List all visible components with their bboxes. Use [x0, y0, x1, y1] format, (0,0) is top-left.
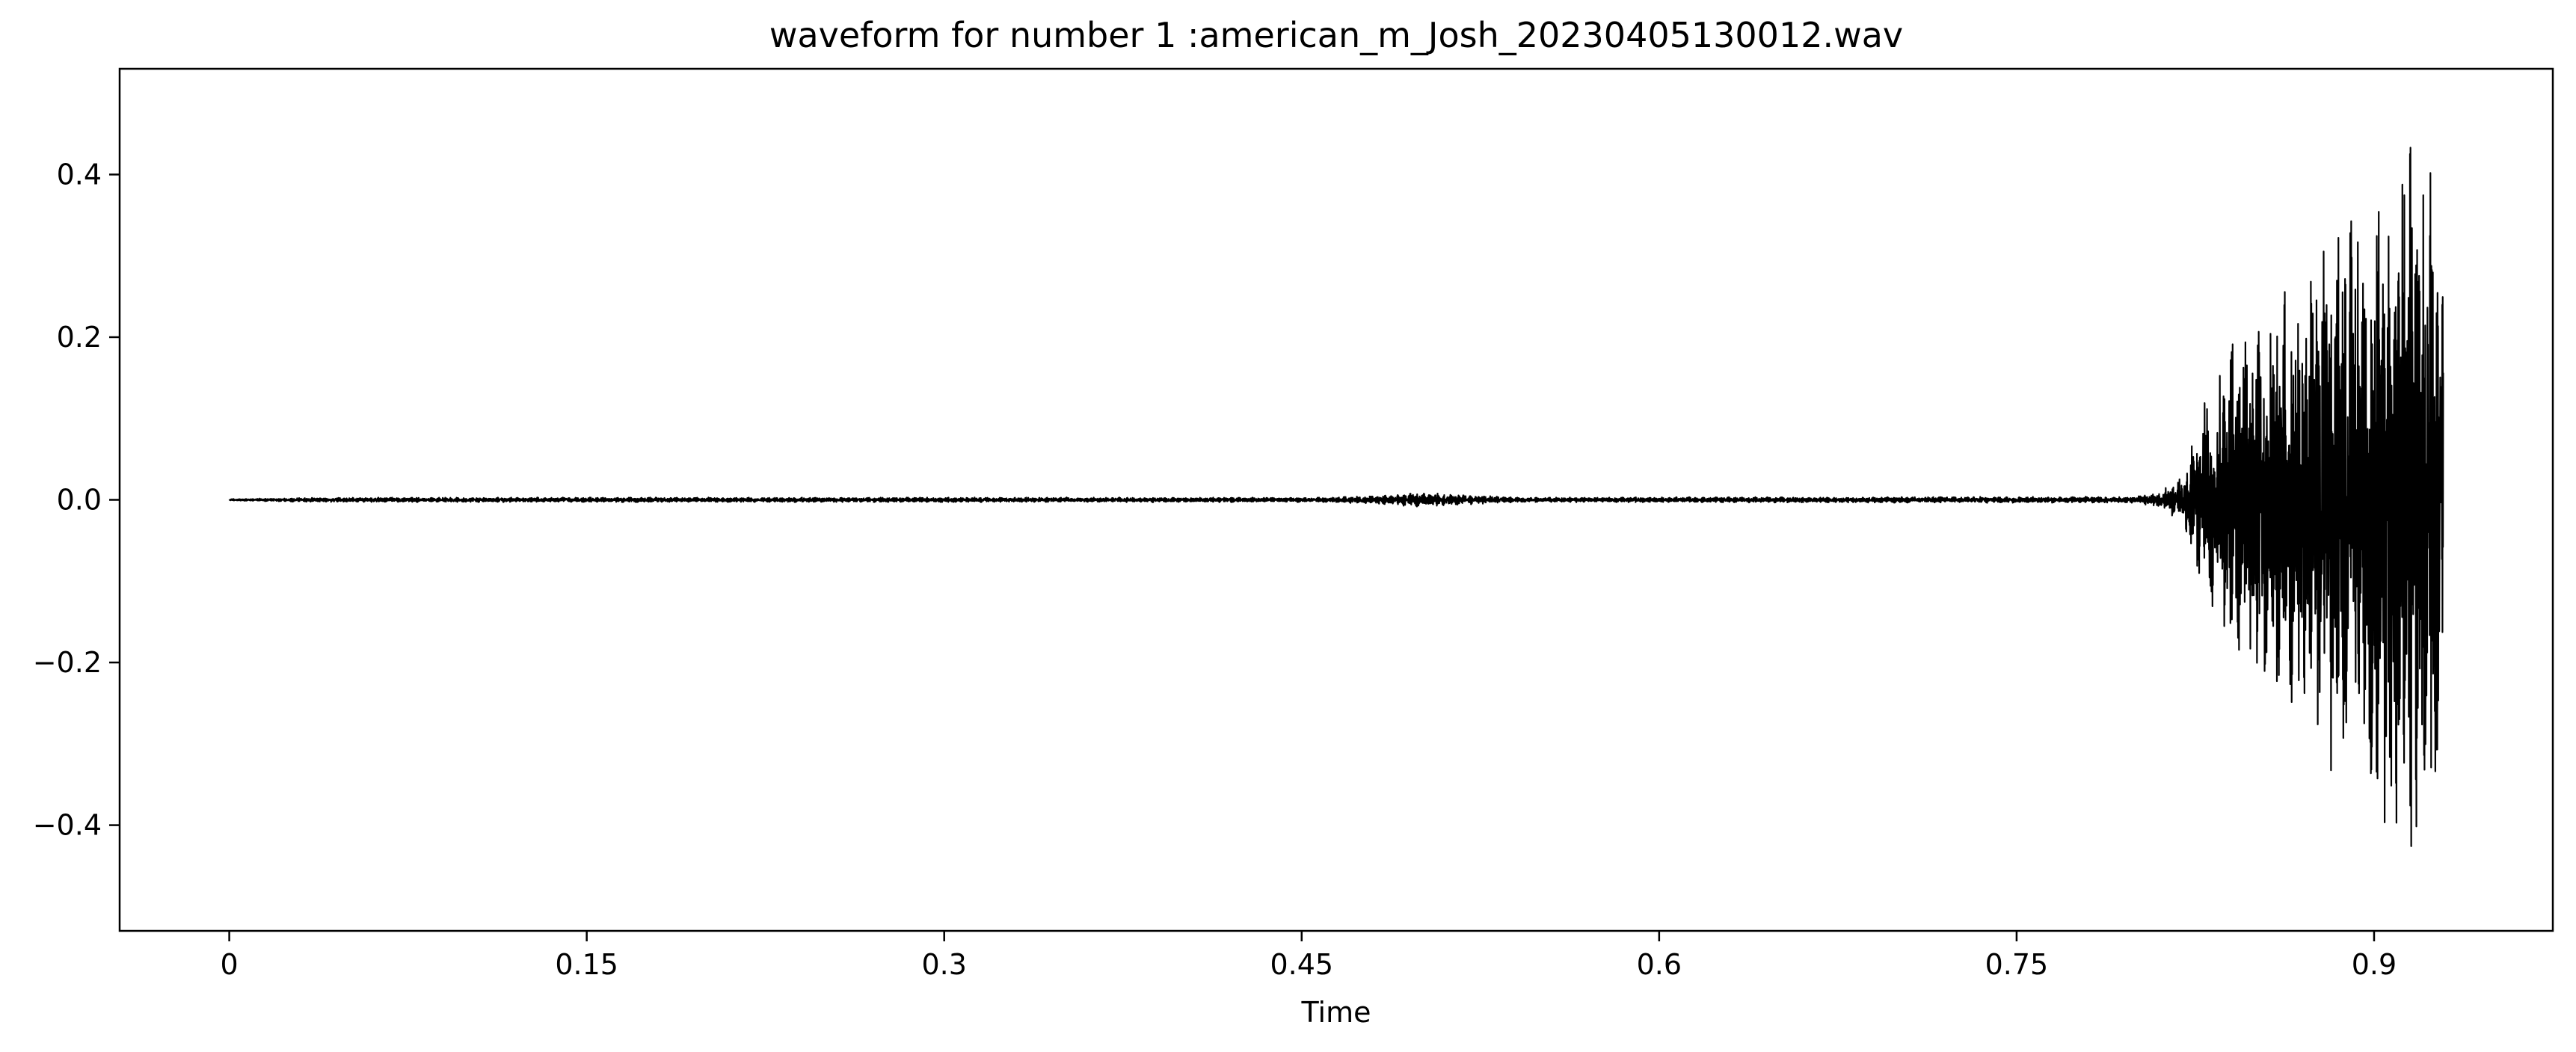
y-tick-label: −0.2 — [33, 646, 102, 679]
y-tick-label: −0.4 — [33, 809, 102, 842]
x-tick-label: 0.6 — [1637, 948, 1682, 981]
x-tick-label: 0.15 — [555, 948, 618, 981]
chart-title: waveform for number 1 :american_m_Josh_2… — [769, 15, 1903, 55]
x-tick-label: 0.9 — [2352, 948, 2397, 981]
y-tick-label: 0.4 — [57, 158, 102, 191]
x-axis-label: Time — [1301, 996, 1371, 1029]
waveform-line — [228, 147, 2444, 847]
x-axis-ticks: 0 0.15 0.3 0.45 0.6 0.75 0.9 — [221, 931, 2397, 981]
y-tick-label: 0.0 — [57, 484, 102, 517]
x-tick-label: 0.75 — [1985, 948, 2049, 981]
y-tick-label: 0.2 — [57, 321, 102, 354]
x-tick-label: 0.3 — [922, 948, 967, 981]
x-tick-label: 0 — [221, 948, 239, 981]
y-axis-ticks: 0.4 0.2 0.0 −0.2 −0.4 — [33, 158, 120, 842]
x-tick-label: 0.45 — [1270, 948, 1333, 981]
